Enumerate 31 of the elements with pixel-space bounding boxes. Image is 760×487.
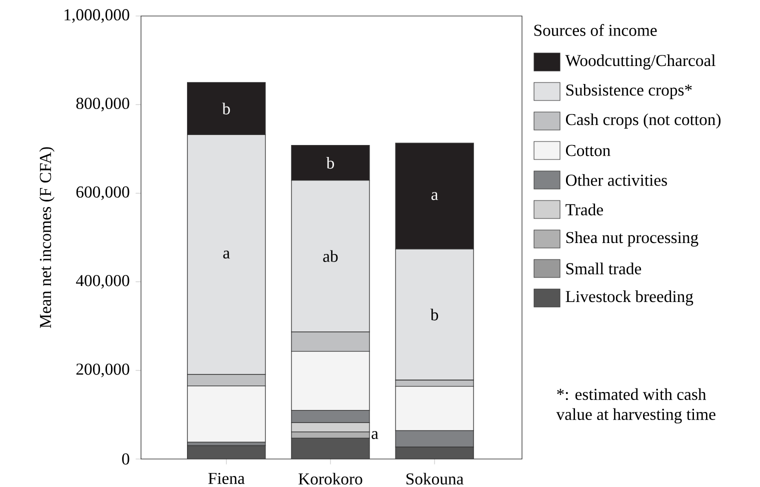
annotation: b — [430, 308, 438, 320]
bar — [395, 446, 474, 459]
y-axis-title: Mean net incomes (F CFA) — [39, 147, 54, 328]
x-tick-label: Fiena — [208, 472, 245, 484]
annotation: b — [326, 156, 334, 169]
y-tick-label: 600,000 — [76, 186, 130, 200]
legend-label: Cotton — [566, 144, 610, 156]
legend-label: Other activities — [566, 174, 667, 186]
y-tick-label: 0 — [122, 453, 130, 465]
legend-label: Trade — [566, 204, 603, 216]
y-tick-label: 1,000,000 — [64, 9, 130, 23]
legend-label: Shea nut processing — [566, 231, 698, 247]
legend-label: Livestock breeding — [566, 290, 694, 306]
legend-title: Sources of income — [534, 24, 657, 36]
bar — [291, 438, 370, 459]
y-tick-label: 800,000 — [76, 98, 130, 112]
annotation: ab — [323, 250, 338, 262]
text: *: estimated with cash value at harvesting time — [556, 388, 716, 424]
y-tick-label: 400,000 — [76, 274, 130, 289]
legend-label: Small trade — [566, 262, 642, 274]
annotation: a — [372, 431, 378, 440]
legend-label: Cash crops (not cotton) — [566, 113, 721, 129]
annotation: a — [431, 192, 438, 200]
x-tick-label: Korokoro — [298, 472, 362, 485]
x-tick-label: Sokouna — [406, 472, 464, 485]
bar — [187, 446, 266, 459]
legend-label: Subsistence crops* — [566, 84, 692, 100]
legend-label: Woodcutting/Charcoal — [565, 54, 716, 70]
annotation: b — [222, 102, 230, 114]
y-tick-label: 200,000 — [76, 364, 130, 378]
annotation: a — [223, 250, 230, 259]
